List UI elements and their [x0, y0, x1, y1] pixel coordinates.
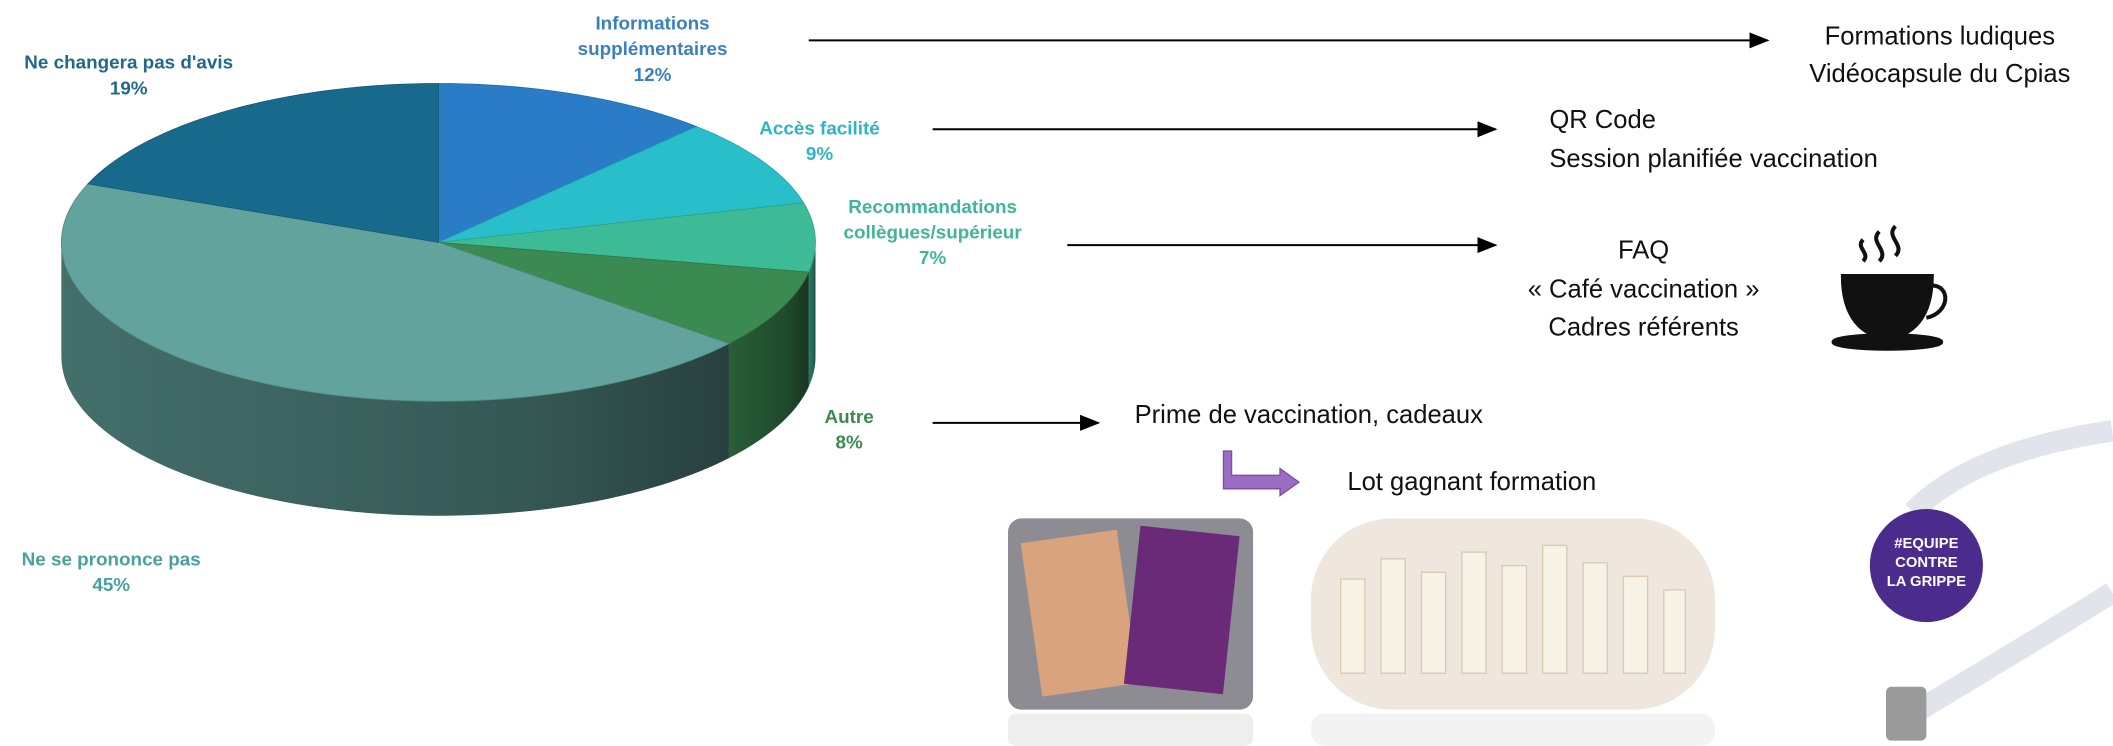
action-text: Lot gagnant formation — [1347, 468, 1596, 496]
pie-slice — [438, 202, 816, 273]
action-text: Vidéocapsule du Cpias — [1809, 60, 2070, 88]
action-text: Cadres référents — [1548, 313, 1739, 341]
bent-arrow — [1222, 450, 1301, 497]
pie-side-shade — [728, 272, 809, 459]
brochure-photo — [1008, 518, 1254, 746]
action-text: QR Code — [1549, 106, 1656, 134]
value-label: 12% — [633, 62, 672, 85]
products-photo — [1311, 518, 1715, 746]
badge-text: LA GRIPPE — [1887, 574, 1966, 590]
pie-slice — [60, 183, 730, 402]
category-label: Autre — [824, 405, 874, 427]
category-label: Recommandations collègues/supérieur — [843, 195, 1022, 243]
pie-slice — [438, 241, 810, 345]
value-label: 45% — [92, 573, 131, 596]
category-label: Ne se prononce pas — [21, 548, 201, 570]
pie-label: Recommandations collègues/supérieur 7% — [843, 195, 1022, 268]
coffee-icon — [1831, 224, 1948, 351]
action-text: Formations ludiques — [1825, 22, 2055, 50]
value-label: 7% — [918, 246, 947, 268]
category-label: Informations supplémentaires — [577, 12, 728, 60]
action-text: Prime de vaccination, cadeaux — [1135, 401, 1484, 429]
value-label: 9% — [805, 142, 834, 165]
lanyard-photo: #EQUIPE CONTRE LA GRIPPE — [1869, 420, 2113, 741]
category-label: Ne changera pas d'avis — [24, 51, 234, 73]
pie-chart — [60, 83, 816, 516]
pie-label: Ne changera pas d'avis 19% — [24, 51, 234, 99]
pie-side-shade — [808, 242, 816, 387]
badge-text: CONTRE — [1895, 555, 1958, 571]
pie-slice — [438, 83, 698, 244]
value-label: 8% — [835, 430, 863, 453]
action-text: « Café vaccination » — [1528, 276, 1760, 304]
pie-label: Accès facilité 9% — [759, 117, 880, 165]
category-label: Accès facilité — [759, 117, 880, 139]
pie-slice — [87, 83, 439, 243]
pie-side-shade — [61, 242, 729, 516]
action-text: Session planifiée vaccination — [1549, 145, 1877, 173]
pie-label: Ne se prononce pas 45% — [21, 548, 201, 596]
value-label: 19% — [109, 76, 148, 99]
pie-slice — [438, 126, 805, 243]
badge-text: #EQUIPE — [1894, 536, 1958, 552]
action-text: FAQ — [1618, 237, 1669, 265]
pie-label: Autre 8% — [824, 405, 874, 453]
